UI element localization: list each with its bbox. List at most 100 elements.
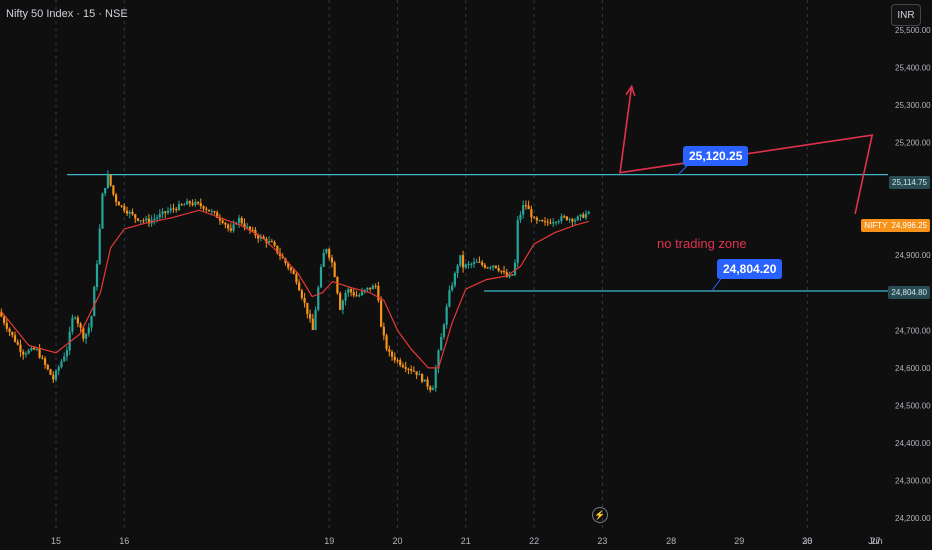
- candle-body: [276, 245, 279, 253]
- candle-body: [404, 366, 407, 369]
- candle-body: [475, 261, 478, 263]
- candle-body: [257, 235, 260, 239]
- candle-body: [254, 230, 257, 236]
- candle-body: [571, 218, 574, 222]
- projection-arrowhead: [625, 84, 636, 97]
- candle-body: [93, 286, 96, 317]
- symbol-title[interactable]: Nifty 50 Index · 15 · NSE: [6, 8, 128, 20]
- candle-body: [158, 213, 161, 218]
- candle-body: [453, 273, 456, 286]
- candle-body: [155, 217, 159, 219]
- candle-body: [270, 241, 273, 243]
- candle-body: [213, 211, 216, 213]
- current-price-label: 24,996.25: [891, 221, 927, 230]
- x-tick-label: 28: [666, 536, 676, 546]
- candle-body: [60, 361, 63, 368]
- lower-level-callout[interactable]: 24,804.20: [717, 259, 783, 279]
- candle-body: [374, 285, 377, 287]
- candle-body: [229, 228, 232, 231]
- candle-body: [16, 341, 19, 345]
- candle-body: [322, 252, 325, 267]
- candle-body: [54, 370, 58, 380]
- candle-body: [243, 223, 246, 228]
- candle-body: [494, 265, 497, 269]
- candle-body: [191, 203, 194, 205]
- candle-body: [35, 348, 38, 350]
- y-tick-label: 24,200.00: [895, 514, 931, 523]
- candle-body: [210, 211, 213, 213]
- x-tick-label: 26: [802, 536, 812, 546]
- y-tick-label: 25,300.00: [895, 101, 931, 110]
- upper-level-callout[interactable]: 25,120.25: [683, 146, 749, 166]
- candle-body: [221, 220, 224, 223]
- candle-body: [440, 336, 443, 351]
- candle-body: [41, 357, 44, 359]
- candle-body: [87, 327, 90, 334]
- current-symbol-label: NIFTY: [864, 221, 888, 230]
- candle-body: [401, 365, 405, 367]
- candle-body: [535, 217, 538, 221]
- candle-body: [423, 379, 426, 382]
- candle-body: [240, 218, 243, 224]
- candle-body: [298, 282, 301, 291]
- x-tick-label: 19: [324, 536, 334, 546]
- candle-body: [349, 289, 353, 293]
- candle-body: [76, 317, 79, 324]
- lower-line-price-tag: 24,804.80: [888, 286, 930, 299]
- candle-body: [117, 201, 120, 206]
- candle-body: [352, 292, 355, 296]
- candle-body: [57, 367, 60, 371]
- candle-body: [259, 236, 262, 239]
- x-tick-label: 15: [51, 536, 61, 546]
- y-tick-label: 25,400.00: [895, 64, 931, 73]
- candle-body: [287, 262, 290, 268]
- candle-body: [549, 222, 552, 224]
- candle-body: [2, 316, 6, 323]
- candle-body: [90, 316, 93, 328]
- candle-body: [333, 262, 336, 277]
- candle-body: [396, 360, 399, 362]
- candle-body: [502, 270, 506, 273]
- candle-body: [153, 218, 156, 220]
- candle-body: [399, 360, 402, 366]
- candle-body: [339, 293, 342, 310]
- candle-body: [522, 205, 525, 215]
- candle-body: [19, 344, 22, 352]
- replay-lightning-icon[interactable]: ⚡: [592, 507, 608, 523]
- candle-body: [65, 350, 69, 357]
- candle-body: [519, 214, 522, 220]
- candle-body: [418, 374, 421, 376]
- candle-body: [508, 274, 511, 278]
- candle-body: [251, 230, 254, 232]
- candle-body: [360, 291, 364, 296]
- candle-body: [573, 220, 577, 222]
- candle-body: [565, 216, 568, 220]
- candle-body: [22, 351, 25, 355]
- candle-body: [464, 264, 467, 268]
- candle-body: [467, 263, 470, 265]
- currency-button[interactable]: INR: [891, 4, 921, 26]
- candle-body: [382, 326, 385, 336]
- candle-body: [513, 262, 517, 276]
- y-tick-label: 24,400.00: [895, 439, 931, 448]
- candle-body: [273, 242, 276, 246]
- candle-body: [128, 211, 131, 214]
- candle-body: [142, 220, 145, 222]
- lower-callout-pointer: [711, 276, 723, 292]
- x-tick-label: 30: [802, 536, 812, 546]
- candle-body: [232, 224, 235, 231]
- candle-body: [587, 211, 590, 214]
- candle-body: [284, 258, 287, 263]
- candle-body: [186, 201, 189, 205]
- x-tick-label: 23: [597, 536, 607, 546]
- candle-body: [390, 351, 394, 357]
- candle-body: [139, 220, 142, 222]
- moving-average-line: [0, 209, 589, 369]
- candle-body: [68, 331, 71, 351]
- candle-body: [415, 371, 418, 376]
- candle-body: [147, 218, 150, 224]
- no-trading-zone-label[interactable]: no trading zone: [657, 236, 747, 251]
- candle-body: [489, 267, 492, 269]
- candle-body: [82, 327, 85, 339]
